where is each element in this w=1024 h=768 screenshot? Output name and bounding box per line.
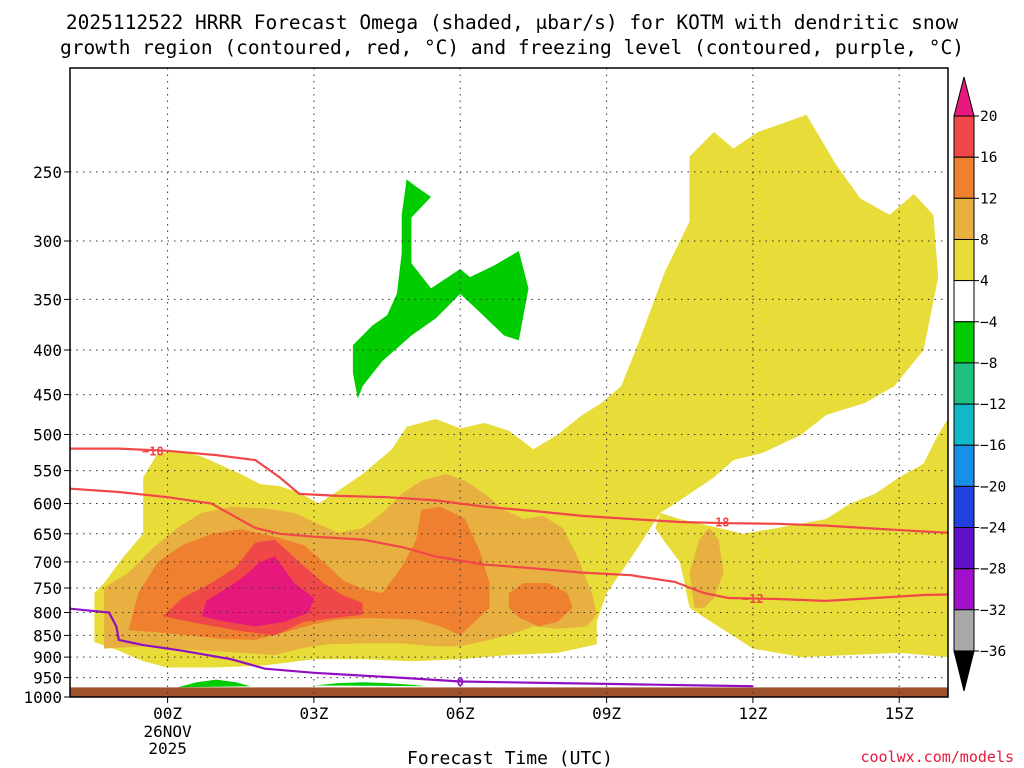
shade-green-upper-0 <box>352 179 529 399</box>
omega-shading <box>94 114 948 688</box>
colorbar-label-1: 16 <box>980 150 997 166</box>
x-tick-sublabel-00Z-1: 2025 <box>148 739 187 758</box>
colorbar-box-12 <box>953 609 975 652</box>
colorbar-box-11 <box>953 568 975 611</box>
colorbar-box-1 <box>953 156 975 199</box>
y-tick-label-550: 550 <box>33 462 62 481</box>
shade-magenta-0 <box>201 556 314 627</box>
colorbar-label-11: −28 <box>980 562 1006 578</box>
x-tick-label-00Z: 00Z <box>153 704 182 723</box>
colorbar-label-7: −12 <box>980 397 1006 413</box>
y-tick-label-1000: 1000 <box>23 688 62 707</box>
y-tick-label-400: 400 <box>33 341 62 360</box>
colorbar-bottom-triangle <box>953 650 975 692</box>
y-tick-label-500: 500 <box>33 426 62 445</box>
colorbar-box-6 <box>953 362 975 405</box>
y-tick-label-600: 600 <box>33 495 62 514</box>
y-tick-label-250: 250 <box>33 163 62 182</box>
y-axis: 250 300 350 400 450 500 550 600 650 700 750 800 850 9… <box>23 163 70 707</box>
contour-label-dgz-minus-12: −12 <box>742 592 764 606</box>
contour-label-freezing-level-0: 0 <box>457 675 464 689</box>
y-tick-label-950: 950 <box>33 669 62 688</box>
colorbar-box-0 <box>953 115 975 158</box>
x-tick-label-12Z: 12Z <box>738 704 767 723</box>
colorbar-label-10: −24 <box>980 521 1006 537</box>
colorbar-box-4 <box>953 280 975 323</box>
chart-title-line-2: growth region (contoured, red, °C) and f… <box>60 36 964 59</box>
colorbar-label-2: 12 <box>980 191 997 207</box>
credit-text: coolwx.com/models <box>860 748 1014 766</box>
shade-orange-small-0 <box>509 583 573 627</box>
colorbar-label-8: −16 <box>980 438 1006 454</box>
contour-label-dgz-minus-18: −18 <box>142 444 164 458</box>
y-tick-label-450: 450 <box>33 386 62 405</box>
colorbar-box-3 <box>953 239 975 282</box>
colorbar-label-5: −4 <box>980 315 998 331</box>
colorbar-label-3: 8 <box>980 233 989 249</box>
y-tick-label-750: 750 <box>33 579 62 598</box>
y-tick-label-350: 350 <box>33 290 62 309</box>
contour-labels: −18 −18 −12 0 <box>142 444 764 689</box>
colorbar-label-4: 4 <box>980 274 989 290</box>
colorbar-box-8 <box>953 444 975 487</box>
colorbar-box-2 <box>953 197 975 240</box>
colorbar-box-10 <box>953 527 975 570</box>
contour-dgz-minus-12 <box>70 487 948 603</box>
colorbar-label-12: −32 <box>980 603 1006 619</box>
x-axis-label: Forecast Time (UTC) <box>407 748 613 768</box>
shade-green-low-2-0 <box>313 682 427 687</box>
x-tick-label-03Z: 03Z <box>299 704 328 723</box>
colorbar-top-triangle <box>953 76 975 117</box>
colorbar-label-0: 20 <box>980 109 997 125</box>
x-tick-label-09Z: 09Z <box>592 704 621 723</box>
shade-green-low-1-0 <box>177 679 251 688</box>
y-tick-label-850: 850 <box>33 626 62 645</box>
colorbar-label-13: −36 <box>980 644 1006 660</box>
contour-freezing-level-0 <box>70 607 753 688</box>
x-tick-label-15Z: 15Z <box>885 704 914 723</box>
y-tick-label-700: 700 <box>33 553 62 572</box>
contour-label-dgz-minus-18-label2: −18 <box>708 516 730 530</box>
y-tick-label-300: 300 <box>33 232 62 251</box>
y-tick-label-800: 800 <box>33 604 62 623</box>
x-tick-label-06Z: 06Z <box>446 704 475 723</box>
colorbar-box-5 <box>953 321 975 364</box>
shade-gold-small-0 <box>689 528 724 608</box>
chart-title-line-1: 2025112522 HRRR Forecast Omega (shaded, … <box>66 11 958 34</box>
x-tick-sublabel-00Z-0: 26NOV <box>144 722 193 741</box>
y-tick-label-900: 900 <box>33 648 62 667</box>
ground-surface <box>70 687 948 697</box>
contour-dgz-minus-18 <box>70 447 948 534</box>
y-tick-label-650: 650 <box>33 525 62 544</box>
colorbar: 20 16 12 8 4 −4 −8 −12 −16 −20 −24 −28 −32 −36 <box>953 76 1006 692</box>
plot-frame <box>69 67 949 698</box>
grid-lines <box>70 68 948 697</box>
colorbar-label-6: −8 <box>980 356 997 372</box>
colorbar-label-9: −20 <box>980 479 1006 495</box>
contour-lines <box>70 447 948 688</box>
colorbar-box-7 <box>953 403 975 446</box>
colorbar-box-9 <box>953 485 975 529</box>
